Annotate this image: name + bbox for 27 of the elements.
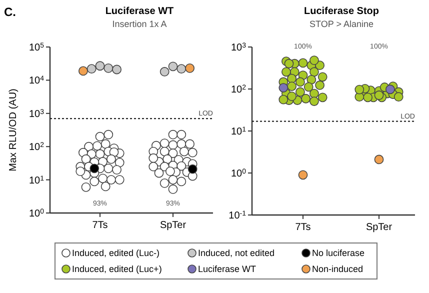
chart-title: Luciferase WT [105,6,174,17]
y-tick-label: 10$^{3}$ [230,42,246,54]
chart-subtitle: Insertion 1x A [112,19,167,29]
y-tick-label: 10$^{2}$ [230,84,246,96]
chart-subtitle: STOP > Alanine [310,19,374,29]
text: C. [4,5,16,19]
legend-label: Non-induced [312,264,364,274]
chart-title: Luciferase Stop [304,6,380,17]
y-tick-label: 10$^{-1}$ [228,210,246,222]
y-tick-label: 10$^{1}$ [28,174,44,186]
y-tick-label: 10$^{1}$ [230,126,246,138]
y-tick-label: 10$^{5}$ [28,42,44,54]
legend-label: Induced, not edited [198,248,275,258]
legend-label: Induced, edited (Luc-) [72,248,160,258]
y-tick-label: 10$^{4}$ [28,75,44,87]
x-tick-label: 7Ts [295,222,311,233]
y-axis-title: Max RLU/OD (AU) [8,88,19,172]
y-tick-label: 10$^{3}$ [28,108,44,120]
legend-label: Luciferase WT [198,264,257,274]
x-tick-label: 7Ts [92,220,108,231]
x-tick-label: SpTer [160,220,187,231]
y-tick-label: 10$^{2}$ [28,142,44,154]
x-tick-label: SpTer [366,222,393,233]
legend-label: Induced, edited (Luc+) [72,264,162,274]
y-tick-label: 10$^{0}$ [230,168,246,180]
legend-label: No luciferase [312,248,365,258]
y-tick-label: 10$^{0}$ [28,208,44,220]
